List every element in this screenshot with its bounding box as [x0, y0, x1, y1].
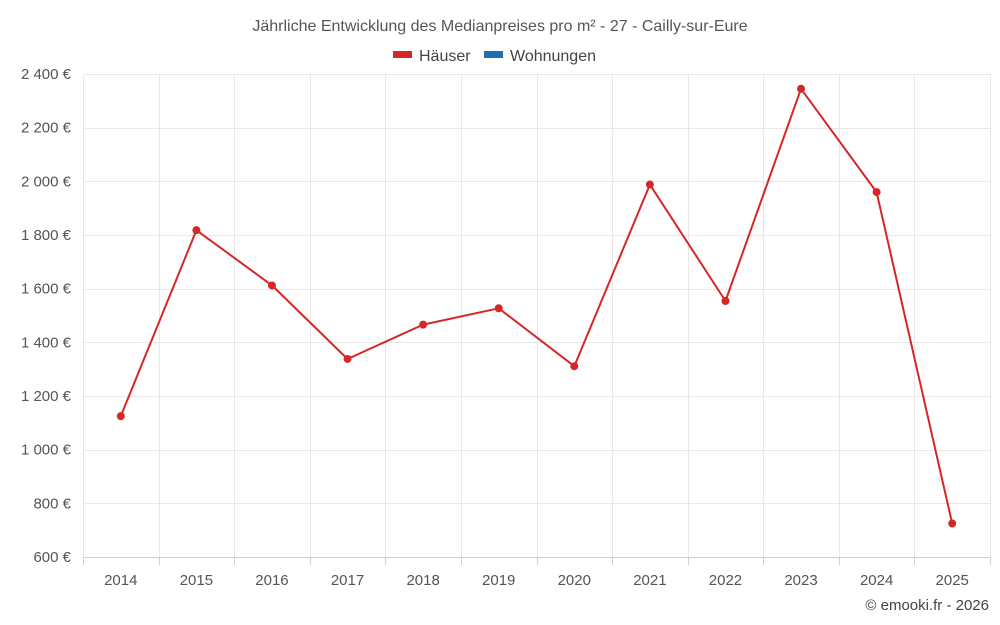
y-tick-label: 2 200 € [21, 120, 72, 137]
data-point[interactable] [872, 188, 881, 197]
data-point[interactable] [570, 362, 579, 371]
x-tick-label: 2017 [331, 572, 364, 589]
y-tick-label: 800 € [33, 495, 71, 512]
legend-swatch[interactable] [484, 51, 503, 58]
data-point[interactable] [419, 320, 428, 329]
data-point[interactable] [192, 226, 201, 235]
x-tick-label: 2019 [482, 572, 515, 589]
y-tick-label: 1 200 € [21, 388, 72, 405]
legend-label[interactable]: Wohnungen [510, 48, 596, 65]
series-line [119, 87, 954, 524]
x-tick-label: 2024 [860, 572, 893, 589]
x-tick-label: 2025 [936, 572, 969, 589]
x-tick-label: 2015 [180, 572, 213, 589]
data-point[interactable] [494, 304, 503, 313]
credit-text: © emooki.fr - 2026 [865, 597, 989, 614]
x-axis-labels: 2014 2015 2016 2017 2018 2019 2020 2021 2022 2023… [104, 572, 969, 589]
x-tick-label: 2023 [784, 572, 817, 589]
y-tick-label: 600 € [33, 549, 71, 566]
x-tick-label: 2016 [255, 572, 288, 589]
y-axis-labels: 600 € 800 € 1 000 € 1 200 € 1 400 € 1 600 € 1 … [21, 66, 72, 566]
legend: Häuser Wohnungen [393, 48, 596, 65]
data-point[interactable] [116, 412, 125, 421]
y-tick-label: 1 400 € [21, 334, 72, 351]
legend-label[interactable]: Häuser [419, 48, 471, 65]
y-tick-label: 2 000 € [21, 173, 72, 190]
data-point[interactable] [948, 519, 957, 528]
data-point[interactable] [343, 354, 352, 363]
y-tick-label: 2 400 € [21, 66, 72, 83]
x-tick-label: 2014 [104, 572, 137, 589]
chart-title: Jährliche Entwicklung des Medianpreises … [252, 18, 747, 35]
vertical-gridlines [83, 74, 991, 557]
data-point[interactable] [797, 84, 806, 93]
y-tick-label: 1 000 € [21, 442, 72, 459]
data-point[interactable] [645, 180, 654, 189]
horizontal-gridlines [83, 74, 990, 504]
y-tick-label: 1 600 € [21, 281, 72, 298]
x-tick-label: 2021 [633, 572, 666, 589]
data-point[interactable] [267, 281, 276, 290]
data-point[interactable] [721, 297, 730, 306]
x-tick-label: 2020 [558, 572, 591, 589]
x-tick-label: 2022 [709, 572, 742, 589]
series-group [116, 84, 957, 528]
y-tick-label: 1 800 € [21, 227, 72, 244]
x-axis-ticks [83, 557, 991, 565]
x-tick-label: 2018 [406, 572, 439, 589]
legend-swatch[interactable] [393, 51, 412, 58]
